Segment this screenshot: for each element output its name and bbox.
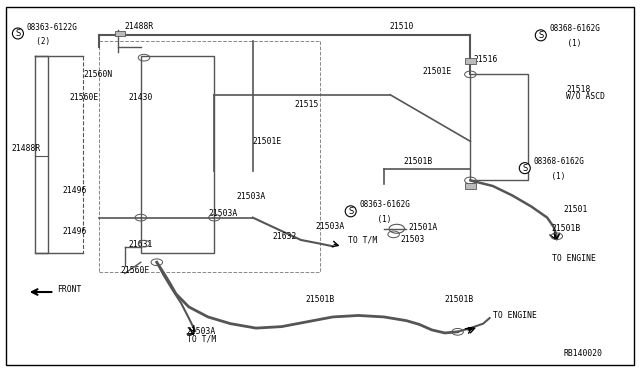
Text: 08363-6162G: 08363-6162G	[359, 201, 410, 209]
Text: 21501E: 21501E	[253, 137, 282, 146]
Bar	[465, 183, 476, 189]
Text: 21518: 21518	[566, 85, 591, 94]
Text: 21501B: 21501B	[306, 295, 335, 304]
Text: (1): (1)	[549, 39, 582, 48]
Text: S: S	[522, 164, 527, 173]
Text: 21488R: 21488R	[12, 144, 41, 153]
Text: FRONT: FRONT	[58, 285, 82, 294]
Text: (1): (1)	[359, 215, 392, 224]
Text: TO T/M: TO T/M	[348, 235, 377, 244]
Bar	[465, 58, 476, 64]
Text: 21515: 21515	[294, 100, 319, 109]
Text: 21560F: 21560F	[120, 266, 150, 275]
Text: 21501A: 21501A	[408, 223, 438, 232]
Text: 08368-6162G: 08368-6162G	[533, 157, 584, 166]
Text: 21496: 21496	[63, 186, 87, 195]
Text: S: S	[538, 31, 543, 40]
Text: S: S	[15, 29, 20, 38]
Text: 21510: 21510	[389, 22, 413, 31]
Text: 21501: 21501	[563, 205, 588, 214]
Text: 21631: 21631	[128, 240, 152, 249]
Text: 21501B: 21501B	[445, 295, 474, 304]
Text: 21516: 21516	[474, 55, 498, 64]
Text: TO ENGINE: TO ENGINE	[552, 254, 596, 263]
Bar	[141, 56, 214, 253]
Text: 21503A: 21503A	[237, 192, 266, 201]
Text: 08363-6122G: 08363-6122G	[27, 23, 77, 32]
Bar	[141, 56, 214, 253]
Text: (1): (1)	[533, 172, 566, 181]
Text: RB140020: RB140020	[563, 349, 602, 358]
Bar	[470, 74, 528, 180]
Text: 21560E: 21560E	[69, 93, 99, 102]
Text: 21501B: 21501B	[552, 224, 581, 233]
Text: 21488R: 21488R	[125, 22, 154, 31]
Text: 21501E: 21501E	[422, 67, 452, 76]
Text: 21501B: 21501B	[403, 157, 433, 166]
Text: 21503A: 21503A	[316, 222, 345, 231]
Text: 21496: 21496	[63, 227, 87, 236]
Text: 08368-6162G: 08368-6162G	[549, 25, 600, 33]
Bar	[115, 31, 125, 36]
Text: 21632: 21632	[272, 232, 296, 241]
Text: W/O ASCD: W/O ASCD	[566, 92, 605, 100]
Text: S: S	[348, 207, 353, 216]
Text: 21560N: 21560N	[83, 70, 113, 79]
Text: 21430: 21430	[128, 93, 152, 102]
Text: TO ENGINE: TO ENGINE	[493, 311, 537, 320]
Text: TO T/M: TO T/M	[187, 334, 216, 343]
Text: 21503A: 21503A	[187, 327, 216, 336]
Text: 21503A: 21503A	[208, 209, 237, 218]
Text: 21503: 21503	[400, 235, 424, 244]
Text: (2): (2)	[27, 37, 50, 46]
